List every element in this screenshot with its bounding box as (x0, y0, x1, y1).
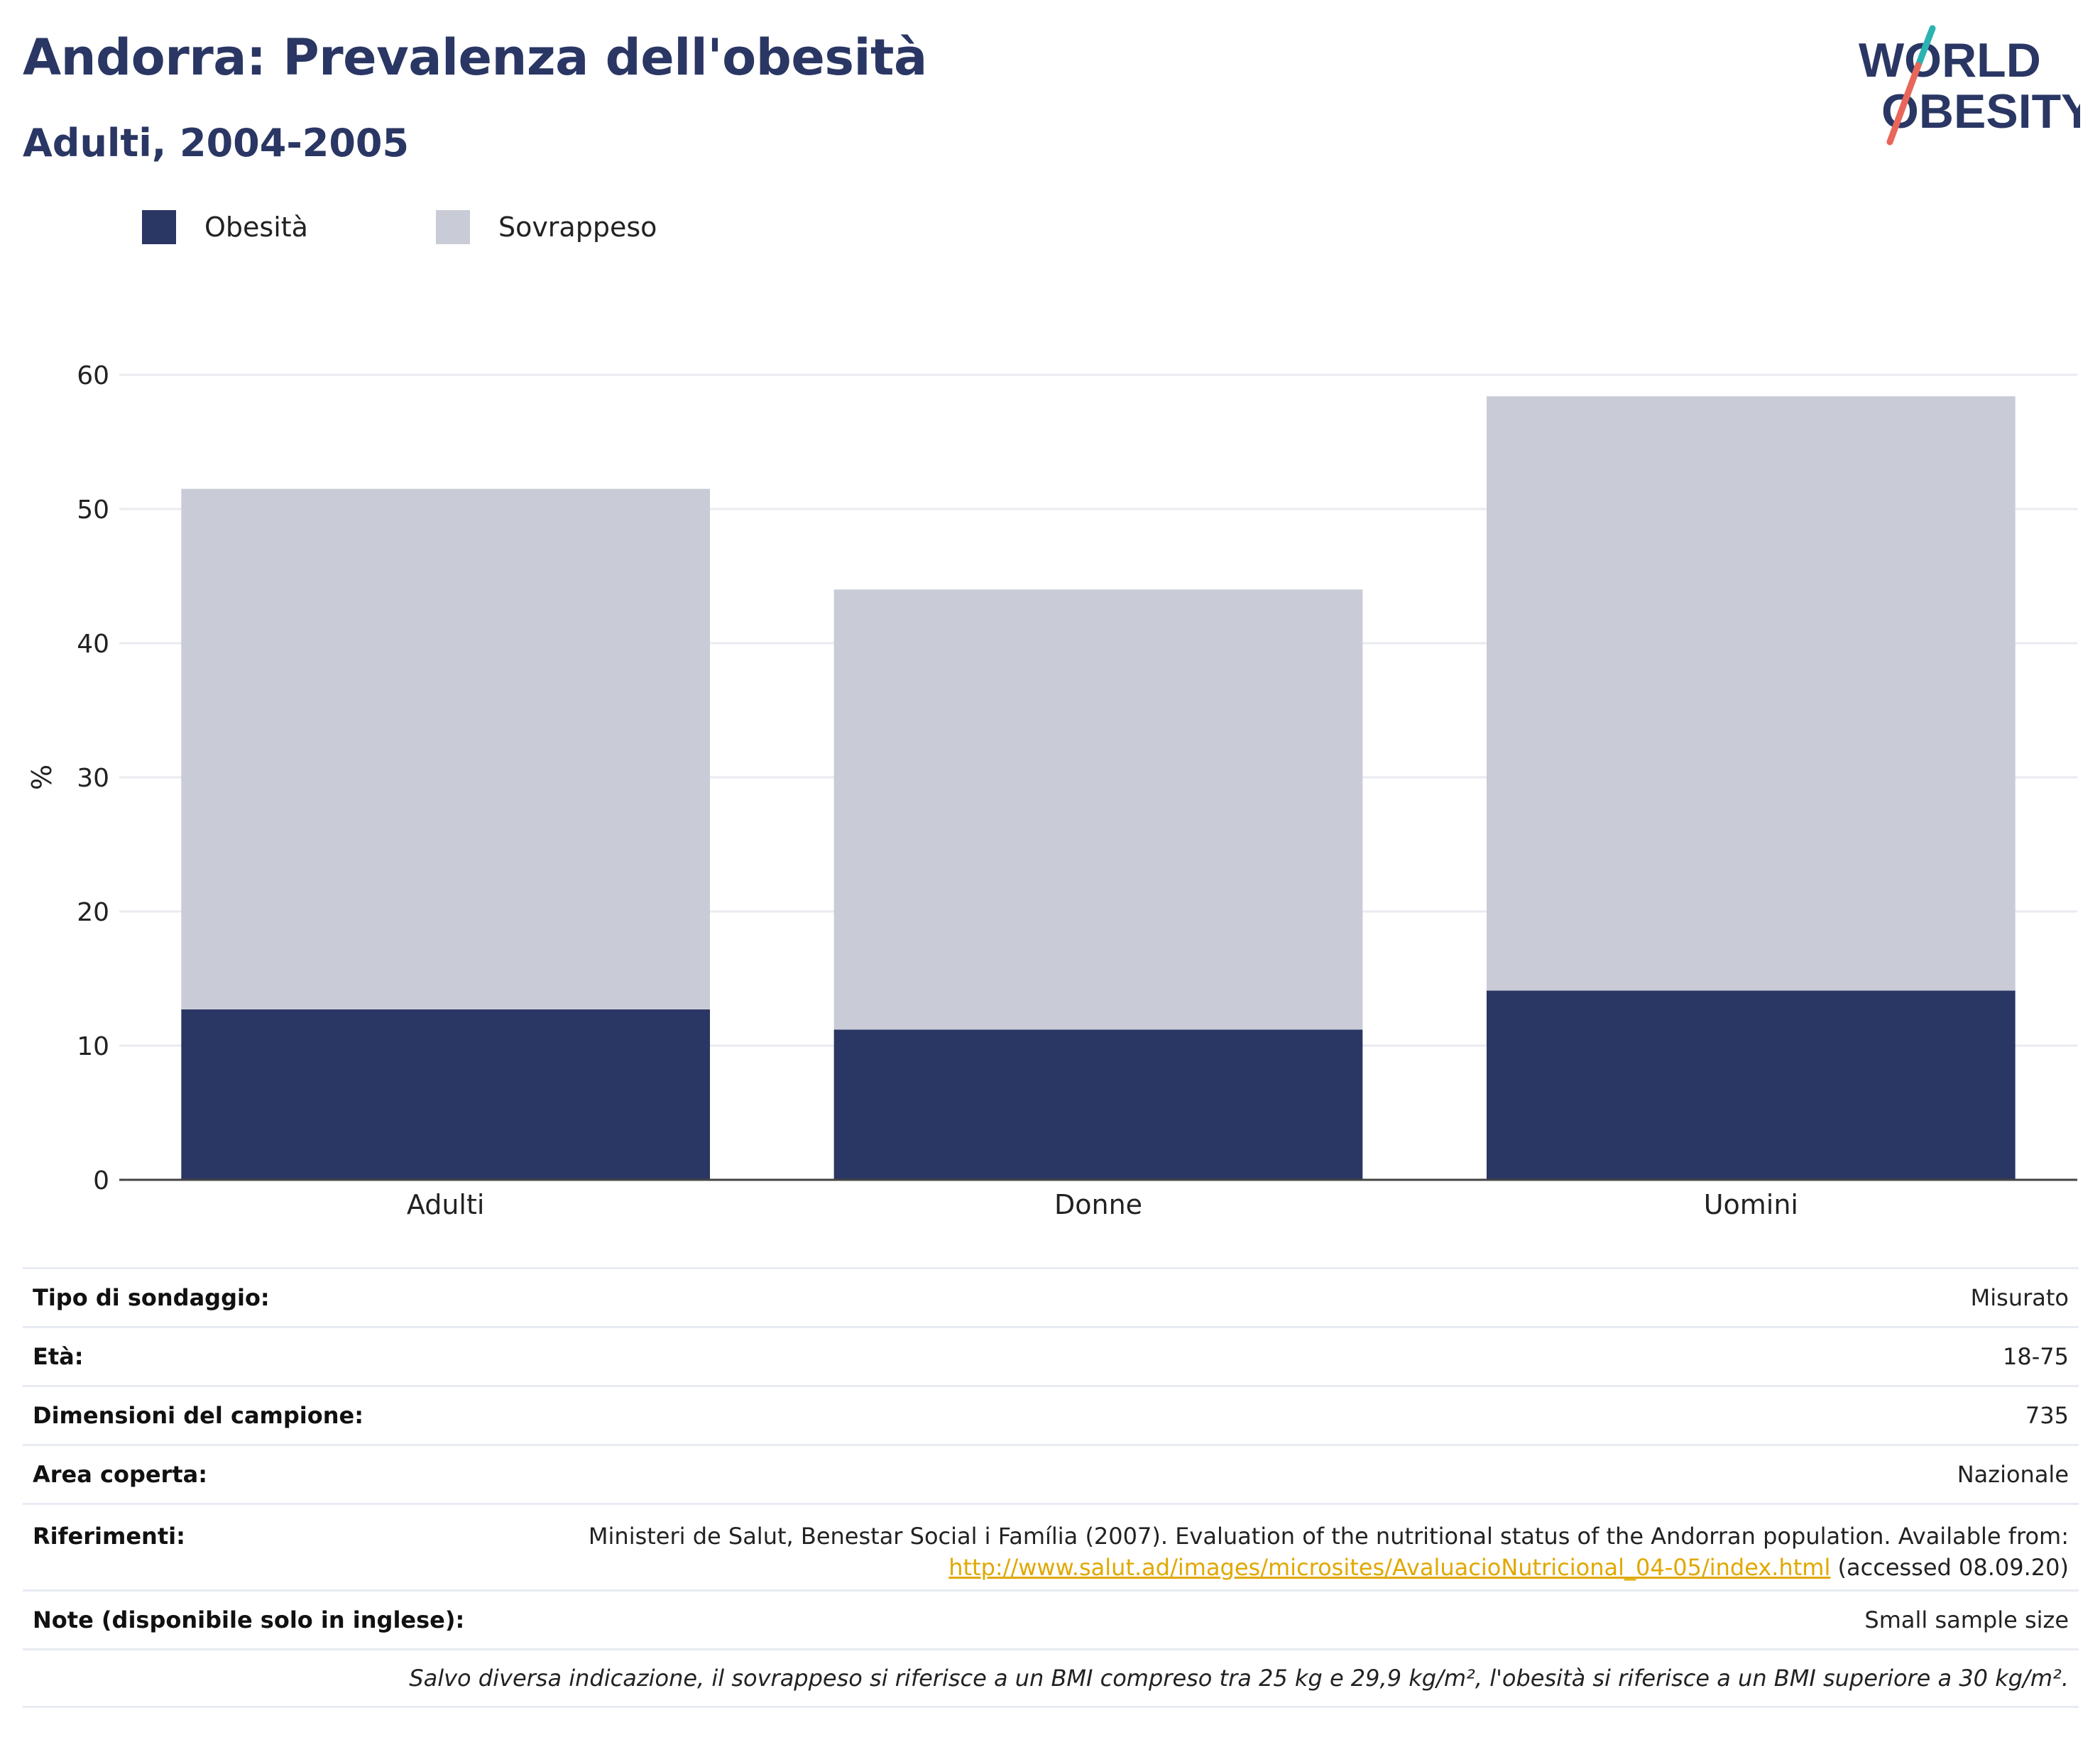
table-row-age: Età: 18-75 (23, 1326, 2079, 1385)
info-table: Tipo di sondaggio: Misurato Età: 18-75 D… (23, 1267, 2079, 1708)
row-value: 735 (2025, 1402, 2069, 1429)
y-tick-label: 10 (77, 1032, 109, 1061)
y-tick-label: 40 (77, 630, 109, 659)
bar-overweight (1487, 396, 2016, 991)
legend-label-obesity: Obesità (204, 212, 308, 243)
row-label: Note (disponibile solo in inglese): (33, 1606, 465, 1633)
row-label: Tipo di sondaggio: (33, 1284, 270, 1311)
legend-item-overweight: Sovrappeso (435, 210, 657, 244)
references-suffix: (accessed 08.09.20) (1837, 1554, 2069, 1581)
bar-obesity (833, 1029, 1363, 1180)
x-tick-label: Uomini (1704, 1189, 1798, 1220)
legend-label-overweight: Sovrappeso (498, 212, 657, 243)
row-value: Small sample size (1864, 1606, 2069, 1633)
table-row-sample: Dimensioni del campione: 735 (23, 1385, 2079, 1444)
y-axis-label: % (26, 765, 58, 790)
chart-legend: Obesità Sovrappeso (142, 210, 784, 244)
table-row-references: Riferimenti: Ministeri de Salut, Benesta… (23, 1503, 2079, 1589)
row-label: Area coperta: (33, 1461, 208, 1488)
bar-overweight (833, 589, 1363, 1030)
logo-slash-coral (1886, 62, 1922, 146)
table-row-notes: Note (disponibile solo in inglese): Smal… (23, 1589, 2079, 1648)
page-subtitle: Adulti, 2004-2005 (23, 121, 410, 165)
row-label: Età: (33, 1343, 84, 1370)
row-value: Nazionale (1957, 1461, 2069, 1488)
y-tick-label: 50 (77, 495, 109, 525)
logo-line1: WORLD (1859, 33, 2041, 87)
references-link[interactable]: http://www.salut.ad/images/microsites/Av… (948, 1554, 1831, 1581)
legend-item-obesity: Obesità (142, 210, 308, 244)
bar-obesity (181, 1009, 710, 1180)
y-tick-label: 0 (93, 1166, 109, 1195)
references-text: Ministeri de Salut, Benestar Social i Fa… (588, 1523, 2069, 1550)
x-tick-label: Donne (1054, 1189, 1142, 1220)
legend-swatch-overweight (435, 210, 470, 244)
logo-slash-teal (1915, 25, 1936, 69)
row-value: 18-75 (2003, 1343, 2069, 1370)
y-tick-label: 60 (77, 361, 109, 390)
row-label: Riferimenti: (33, 1523, 185, 1550)
world-obesity-logo: WORLD OBESITY (1859, 25, 2080, 146)
page-title: Andorra: Prevalenza dell'obesità (23, 28, 927, 87)
bar-obesity (1487, 990, 2016, 1180)
x-tick-label: Adulti (407, 1189, 485, 1220)
y-tick-label: 30 (77, 764, 109, 793)
footnote: Salvo diversa indicazione, il sovrappeso… (23, 1648, 2079, 1708)
row-value: Misurato (1970, 1284, 2069, 1311)
table-row-survey-type: Tipo di sondaggio: Misurato (23, 1267, 2079, 1326)
logo-line2: OBESITY (1881, 84, 2080, 138)
y-tick-label: 20 (77, 898, 109, 927)
bar-chart: 0 10 20 30 40 50 60 Adulti Donne Uomini% (26, 361, 2077, 1220)
table-row-area: Area coperta: Nazionale (23, 1444, 2079, 1503)
legend-swatch-obesity (142, 210, 176, 244)
references-value: Ministeri de Salut, Benestar Social i Fa… (589, 1521, 2069, 1583)
bar-overweight (181, 488, 710, 1009)
row-label: Dimensioni del campione: (33, 1402, 364, 1429)
